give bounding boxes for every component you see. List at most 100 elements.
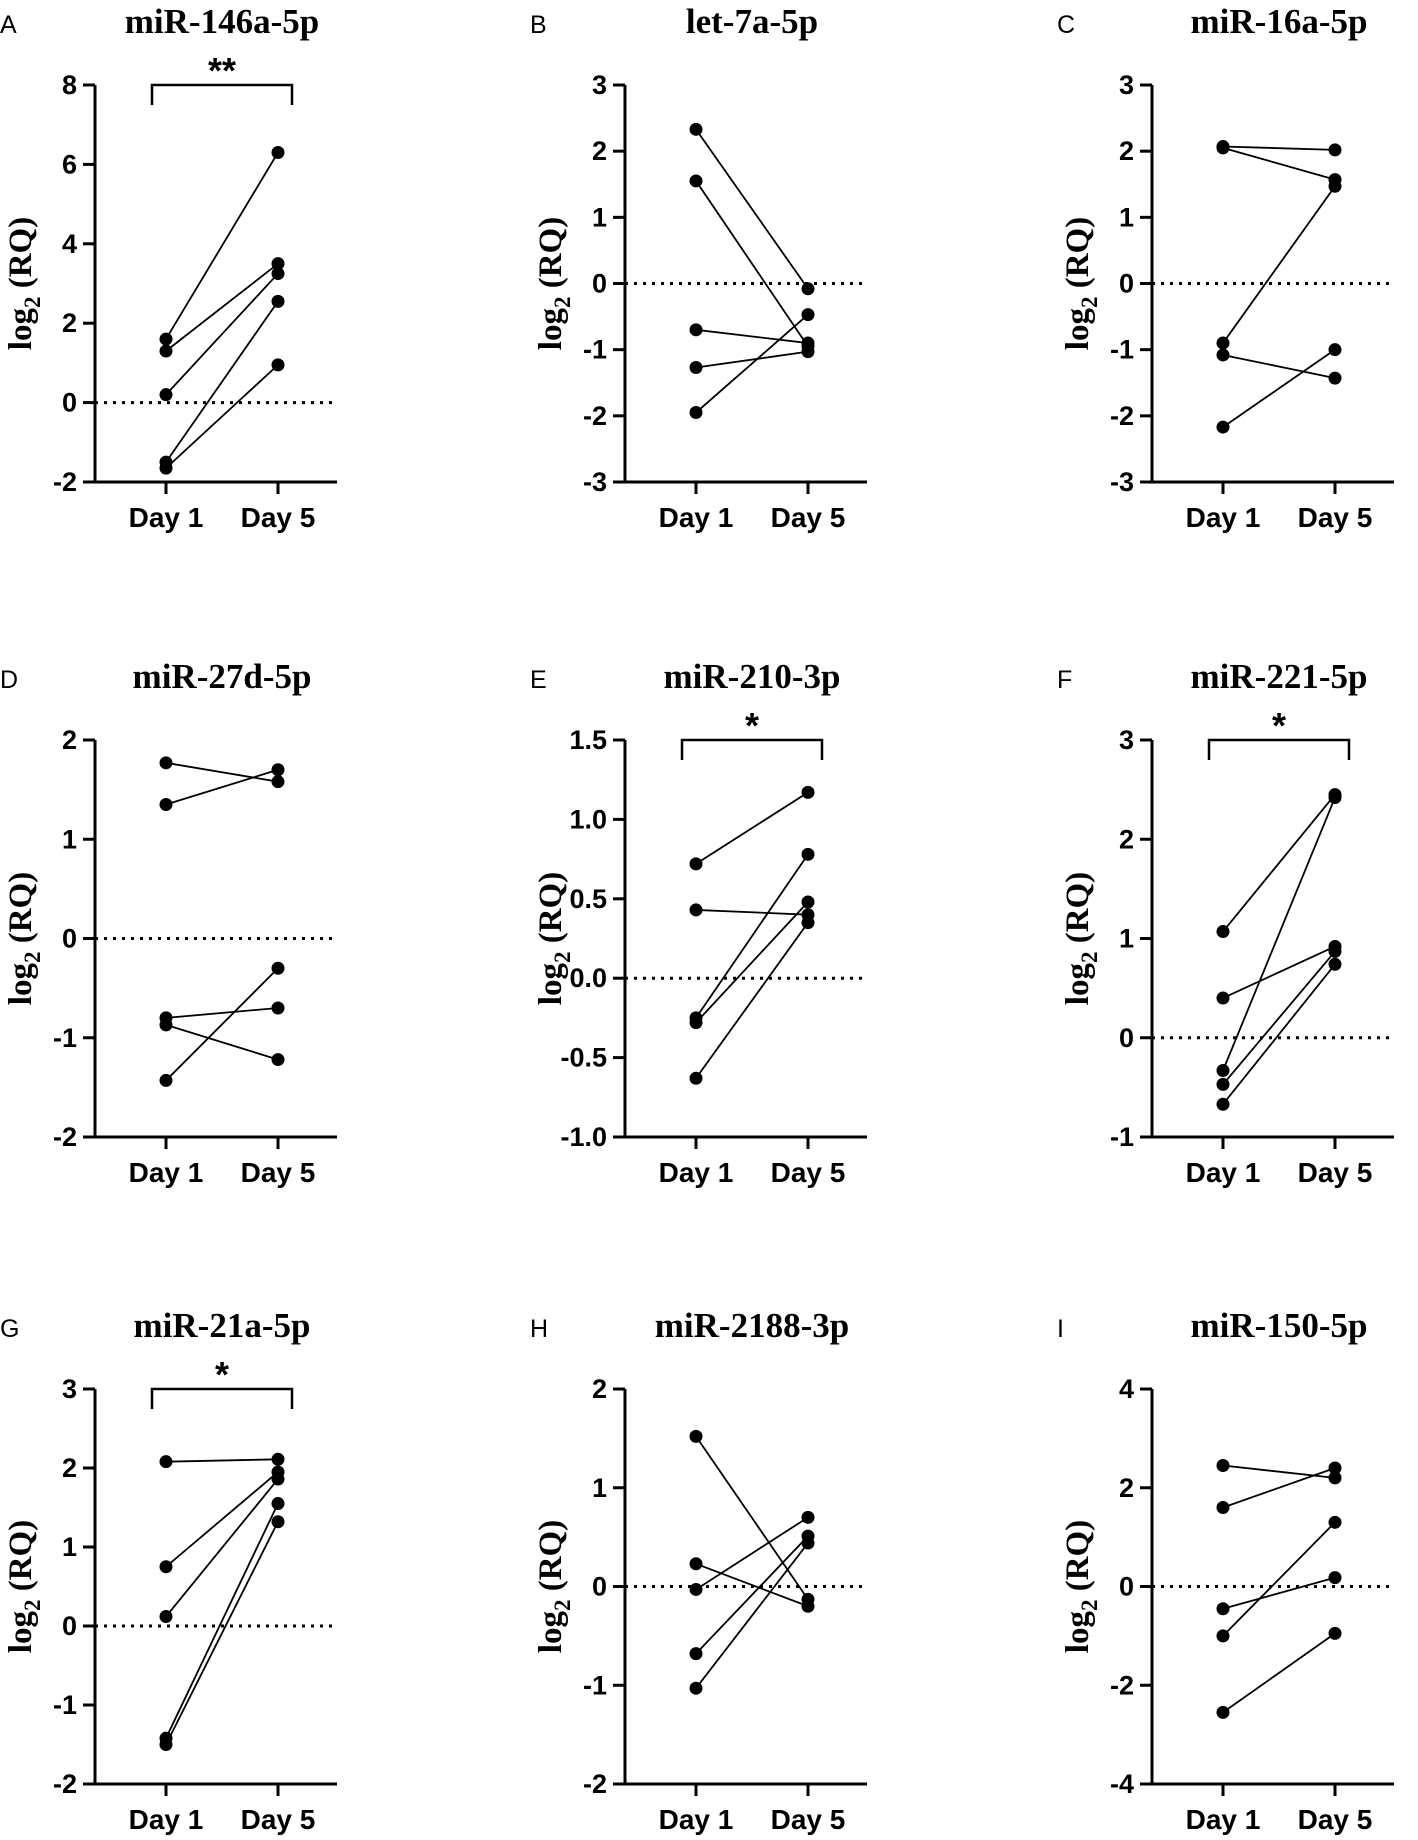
chart-5-series-line: [1222, 950, 1336, 1085]
chart-7-ytick-label: 0: [592, 1572, 607, 1602]
chart-1-point: [689, 122, 703, 136]
chart-2-series-line: [1222, 145, 1336, 151]
chart-6-ytick-label: 2: [62, 1453, 77, 1483]
chart-0-series-line: [165, 272, 279, 396]
chart-4-series-line: [695, 853, 809, 1019]
chart-0-series-line: [165, 262, 279, 352]
chart-8-ytick-label: 4: [1119, 1374, 1134, 1404]
chart-3-xtick-label: Day 1: [129, 1157, 204, 1188]
chart-3-point: [271, 1001, 285, 1015]
chart-4-panel-letter: E: [530, 666, 547, 694]
chart-8-panel-letter: I: [1057, 1315, 1064, 1343]
chart-4-ytick-label: 1.5: [569, 725, 607, 755]
chart-0-panel-letter: A: [0, 11, 17, 39]
chart-8-title: miR-150-5p: [1191, 1306, 1368, 1345]
chart-5-point: [1328, 944, 1342, 958]
chart-3-point: [159, 1073, 173, 1087]
chart-7-point: [689, 1681, 703, 1695]
chart-0-point: [159, 344, 173, 358]
chart-6-sig-label: *: [215, 1354, 229, 1395]
chart-8-series-line: [1222, 1632, 1336, 1714]
chart-1-point: [689, 406, 703, 420]
chart-0-title: miR-146a-5p: [125, 2, 319, 41]
chart-2-ytick-label: -1: [1110, 335, 1134, 365]
chart-5-ytick-label: 0: [1119, 1023, 1134, 1053]
chart-1-series-line: [695, 128, 809, 290]
chart-2-title: miR-16a-5p: [1191, 2, 1368, 41]
chart-0-ytick-label: 8: [62, 70, 77, 100]
chart-5-xtick-label: Day 5: [1298, 1157, 1373, 1188]
chart-3-series-line: [165, 967, 279, 1082]
chart-6-title: miR-21a-5p: [134, 1306, 311, 1345]
chart-1-ytick-label: -1: [583, 335, 607, 365]
chart-6-series-line: [165, 1503, 279, 1739]
chart-8-series-line: [1222, 1576, 1336, 1610]
chart-4-ytick-label: 0.0: [569, 963, 607, 993]
chart-2-point: [1328, 143, 1342, 157]
chart-1-point: [801, 282, 815, 296]
chart-8-point: [1328, 1571, 1342, 1585]
chart-4-point: [689, 1016, 703, 1030]
chart-0-series-line: [165, 300, 279, 463]
chart-6-series-line: [165, 1471, 279, 1568]
chart-6-point: [159, 1610, 173, 1624]
chart-7-ytick-label: 1: [592, 1473, 607, 1503]
chart-2-ytick-label: -3: [1110, 467, 1134, 497]
chart-0-ytick-label: 2: [62, 308, 77, 338]
chart-5-panel-letter: F: [1057, 666, 1072, 694]
chart-2-xtick-label: Day 1: [1186, 502, 1261, 533]
chart-5-series-line: [1222, 945, 1336, 999]
chart-7-series-line: [695, 1516, 809, 1591]
chart-6-ytick-label: -2: [53, 1769, 77, 1799]
chart-6-ytick-label: 1: [62, 1532, 77, 1562]
chart-6-panel-letter: G: [0, 1315, 19, 1343]
chart-2-point: [1216, 141, 1230, 155]
chart-1-point: [689, 323, 703, 337]
chart-8-ytick-label: -2: [1110, 1670, 1134, 1700]
chart-2-ytick-label: 2: [1119, 136, 1134, 166]
chart-3-point: [159, 1018, 173, 1032]
chart-0-ytick-label: 4: [62, 229, 77, 259]
chart-4-point: [801, 895, 815, 909]
chart-2-ytick-label: 1: [1119, 202, 1134, 232]
chart-4-point: [689, 1071, 703, 1085]
chart-4-series-line: [695, 791, 809, 865]
chart-3-ytick-label: 0: [62, 924, 77, 954]
chart-0-point: [159, 461, 173, 475]
chart-2-point: [1216, 348, 1230, 362]
chart-6-point: [271, 1472, 285, 1486]
chart-8-ytick-label: 0: [1119, 1572, 1134, 1602]
chart-6-sig-bracket: [150, 1387, 294, 1409]
chart-5-point: [1216, 1077, 1230, 1091]
chart-4-point: [689, 857, 703, 871]
chart-4-ylabel: log2 (RQ): [533, 872, 575, 1005]
chart-8-point: [1328, 1515, 1342, 1529]
chart-3-ytick-label: 1: [62, 824, 77, 854]
chart-1-series-line: [695, 350, 809, 369]
chart-4-ytick-label: -1.0: [560, 1122, 607, 1152]
chart-7-xtick-label: Day 1: [659, 1804, 734, 1835]
chart-1-series-line: [695, 313, 809, 414]
chart-8-series-line: [1222, 1467, 1336, 1509]
chart-3-point: [271, 763, 285, 777]
chart-8-ytick-label: 2: [1119, 1473, 1134, 1503]
chart-0-series-line: [165, 364, 279, 469]
chart-0-sig-label: **: [208, 50, 236, 91]
chart-7-ytick-label: 2: [592, 1374, 607, 1404]
chart-5-point: [1216, 925, 1230, 939]
chart-2-ylabel: log2 (RQ): [1060, 217, 1102, 350]
chart-2-point: [1328, 343, 1342, 357]
chart-0-ytick-label: 6: [62, 149, 77, 179]
chart-0-point: [159, 332, 173, 346]
chart-3-ylabel: log2 (RQ): [3, 872, 45, 1005]
chart-6-point: [271, 1497, 285, 1511]
chart-7-xtick-label: Day 5: [771, 1804, 846, 1835]
chart-5-title: miR-221-5p: [1191, 657, 1368, 696]
chart-2-point: [1216, 336, 1230, 350]
chart-8-point: [1328, 1461, 1342, 1475]
chart-1-ytick-label: -3: [583, 467, 607, 497]
